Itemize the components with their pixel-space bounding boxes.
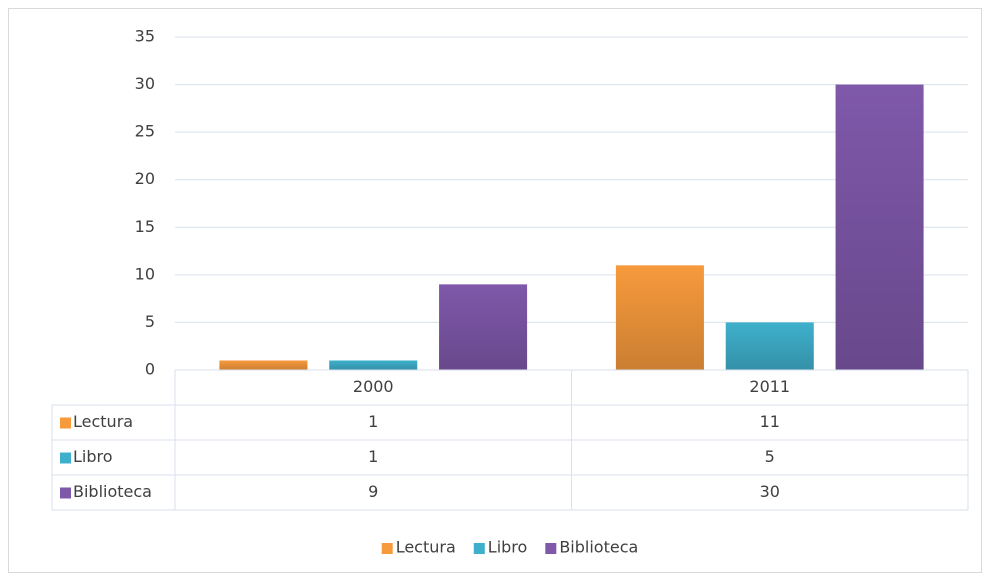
table-cell: 1 [368, 447, 378, 466]
table-row-label: Biblioteca [73, 482, 152, 501]
legend-key [473, 543, 485, 554]
table-cell: 9 [368, 482, 378, 501]
y-tick-label: 30 [135, 74, 155, 93]
legend-label: Libro [488, 538, 528, 557]
table-row-label: Lectura [73, 412, 133, 431]
table-row-label: Libro [73, 447, 113, 466]
bar-shade [329, 360, 418, 370]
y-tick-label: 10 [135, 264, 155, 283]
legend-key [545, 543, 557, 554]
table-cell: 30 [760, 482, 780, 501]
x-tick-label: 2011 [749, 377, 790, 396]
table-legend-key [60, 452, 71, 464]
y-tick-label: 5 [145, 312, 155, 331]
y-tick-label: 20 [135, 169, 155, 188]
x-tick-label: 2000 [353, 377, 394, 396]
table-cell: 5 [765, 447, 775, 466]
y-tick-label: 15 [135, 217, 155, 236]
bar-shade [439, 284, 528, 370]
legend-label: Biblioteca [559, 538, 638, 557]
table-cell: 11 [760, 412, 780, 431]
bar-shade [725, 322, 814, 370]
table-legend-key [60, 417, 71, 429]
table-cell: 1 [368, 412, 378, 431]
y-tick-label: 35 [135, 27, 155, 46]
legend-label: Lectura [396, 538, 456, 557]
table-legend-key [60, 487, 71, 499]
y-tick-label: 25 [135, 122, 155, 141]
y-tick-label: 0 [145, 360, 155, 379]
bar-shade [835, 84, 924, 371]
bar-shade [615, 265, 704, 370]
bar-shade [219, 360, 308, 370]
legend-key [381, 543, 393, 554]
